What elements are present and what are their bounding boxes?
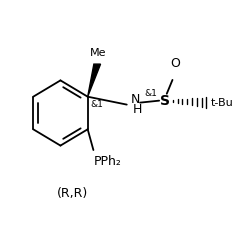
- Text: Me: Me: [90, 48, 106, 58]
- Text: &1: &1: [144, 89, 157, 98]
- Text: S: S: [160, 94, 170, 108]
- Text: (R,R): (R,R): [57, 187, 89, 200]
- Text: H: H: [133, 103, 142, 116]
- Polygon shape: [88, 64, 100, 97]
- Text: O: O: [170, 57, 180, 70]
- Text: PPh₂: PPh₂: [93, 155, 121, 168]
- Text: N: N: [131, 93, 140, 106]
- Text: &1: &1: [90, 100, 104, 109]
- Text: t-Bu: t-Bu: [211, 98, 233, 108]
